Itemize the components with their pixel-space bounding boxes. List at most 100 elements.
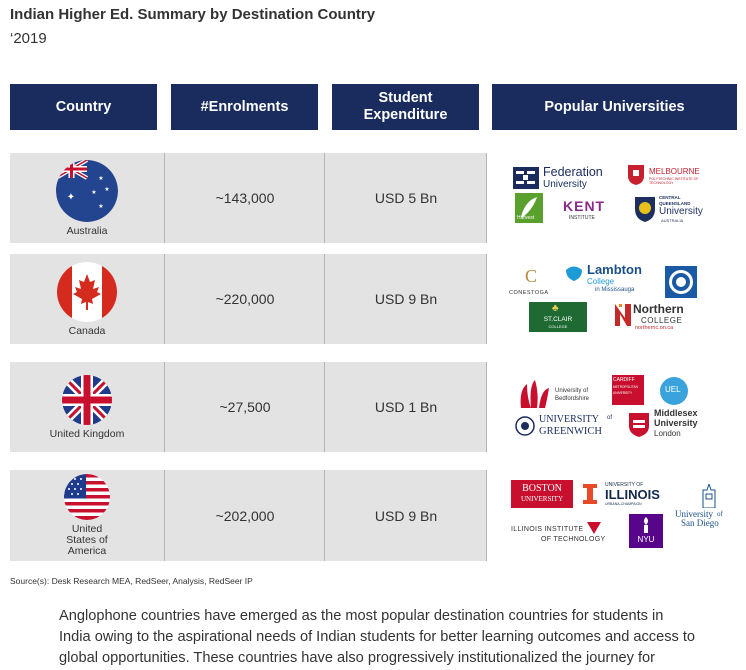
country-name: Canada <box>68 324 106 337</box>
nyu-torch-icon <box>644 517 648 533</box>
country-name: United Kingdom <box>49 427 125 440</box>
lambton-emblem-icon <box>566 266 582 281</box>
header-universities: Popular Universities <box>492 84 737 130</box>
cardiff-metropolitan-logo: CARDIFF METROPOLITAN UNIVERSITY <box>612 375 644 405</box>
iit-flag-icon <box>587 522 601 534</box>
san-diego-of: of <box>717 510 723 518</box>
kent-institute-logo: KENT INSTITUTE <box>563 198 613 222</box>
usa-flag-icon <box>64 474 110 520</box>
table-row-usa: United States of America ~202,000 USD 9 … <box>10 470 738 561</box>
universities-cell: BOSTON UNIVERSITY UNIVERSITY OF ILLINOIS… <box>486 470 738 561</box>
country-cell: Canada <box>10 254 164 344</box>
header-enrolments: #Enrolments <box>171 84 318 130</box>
table-row-australia: ✦ ★ ★ ★ ★ Australia ~143,000 USD 5 Bn Fe… <box>10 153 738 243</box>
greenwich-of: of <box>607 415 613 421</box>
st-clair-name: ST.CLAIR <box>543 316 573 323</box>
melbourne-sub: POLYTECHNIC INSTITUTE OF TECHNOLOGY <box>649 177 699 185</box>
conestoga-logo: C CONESTOGA <box>509 266 555 298</box>
san-diego-tower-icon <box>702 484 716 508</box>
cqu-main: University <box>659 206 703 217</box>
illinois-sub: URBANA-CHAMPAIGN <box>605 502 642 506</box>
harvest-leaf-icon <box>515 193 543 223</box>
cqu-sub: AUSTRALIA <box>661 218 684 223</box>
illinois-institute-of-technology-logo: ILLINOIS INSTITUTE OF TECHNOLOGY <box>511 522 617 548</box>
page-subtitle: ‘2019 <box>10 30 47 47</box>
middlesex-line1: Middlesex <box>654 408 698 418</box>
iit-line1: ILLINOIS INSTITUTE <box>511 526 584 533</box>
country-name: Australia <box>66 224 108 237</box>
lambton-sub: College <box>587 277 615 286</box>
federation-sub: University <box>543 179 587 190</box>
harvest-name: Harvest <box>517 215 535 221</box>
seal-emblem-icon <box>665 266 697 298</box>
middlesex-line2: University <box>654 418 698 428</box>
northern-n-icon <box>615 304 631 326</box>
st-clair-college-logo: ♣ ST.CLAIR COLLEGE <box>529 302 587 332</box>
northern-name: Northern <box>633 302 684 316</box>
australia-flag-icon: ✦ ★ ★ ★ ★ <box>56 159 118 222</box>
cardiff-line2: METROPOLITAN <box>613 385 638 389</box>
greenwich-line1: UNIVERSITY <box>539 414 599 425</box>
university-of-san-diego-logo: University of San Diego <box>675 484 735 532</box>
svg-text:★: ★ <box>98 203 103 210</box>
university-seal-logo <box>665 266 697 298</box>
greenwich-university-logo: UNIVERSITY of GREENWICH <box>515 414 625 440</box>
table-row-united-kingdom: United Kingdom ~27,500 USD 1 Bn Universi… <box>10 362 738 452</box>
bedfordshire-line2: Bedfordshire <box>555 396 590 402</box>
universities-cell: Federation University MELBOURNE POLYTECH… <box>486 153 738 243</box>
federation-emblem-icon <box>513 167 539 189</box>
boston-line2: UNIVERSITY <box>521 495 563 503</box>
country-cell: United Kingdom <box>10 362 164 452</box>
lambton-name: Lambton <box>587 262 642 277</box>
bedfordshire-line1: University of <box>555 388 589 394</box>
illinois-top: UNIVERSITY OF <box>605 482 644 488</box>
cqu-mid: QUEENSLAND <box>659 201 691 206</box>
uel-logo: UEL <box>659 376 689 406</box>
enrolments-value: ~27,500 <box>164 362 325 452</box>
st-clair-leaf-icon: ♣ <box>552 303 559 314</box>
svg-text:★: ★ <box>91 189 96 196</box>
expenditure-value: USD 5 Bn <box>324 153 487 243</box>
boston-line1: BOSTON <box>522 483 562 494</box>
expenditure-value: USD 9 Bn <box>324 254 487 344</box>
canada-flag-icon <box>57 261 117 322</box>
conestoga-name: CONESTOGA <box>509 290 549 296</box>
country-name: United States of America <box>66 523 108 557</box>
greenwich-line2: GREENWICH <box>539 426 602 437</box>
uel-circle-icon <box>660 377 688 405</box>
lambton-location: in Mississauga <box>595 287 635 293</box>
federation-university-logo: Federation University <box>513 165 613 191</box>
melbourne-name: MELBOURNE <box>649 167 700 176</box>
middlesex-university-logo: Middlesex University London <box>628 408 714 442</box>
uk-flag-icon <box>62 374 112 425</box>
northern-college-logo: Northern COLLEGE northernc.on.ca <box>615 302 703 332</box>
university-of-illinois-logo: UNIVERSITY OF ILLINOIS URBANA-CHAMPAIGN <box>583 482 669 508</box>
svg-text:★: ★ <box>98 175 103 182</box>
enrolments-value: ~220,000 <box>164 254 325 344</box>
enrolments-value: ~202,000 <box>164 470 325 561</box>
expenditure-value: USD 9 Bn <box>324 470 487 561</box>
nyu-name: NYU <box>637 535 655 544</box>
northern-sub: COLLEGE <box>641 316 683 325</box>
country-cell: ✦ ★ ★ ★ ★ Australia <box>10 153 164 243</box>
enrolments-value: ~143,000 <box>164 153 325 243</box>
page-title: Indian Higher Ed. Summary by Destination… <box>10 6 376 23</box>
melbourne-crest-icon <box>628 165 644 185</box>
header-expenditure: Student Expenditure <box>332 84 479 130</box>
universities-cell: University of Bedfordshire CARDIFF METRO… <box>486 362 738 452</box>
greenwich-crest-icon <box>515 416 535 436</box>
northern-url: northernc.on.ca <box>635 325 674 331</box>
illinois-i-icon <box>583 484 597 504</box>
table-row-canada: Canada ~220,000 USD 9 Bn C CONESTOGA Lam… <box>10 254 738 344</box>
cqu-emblem-icon <box>635 197 655 222</box>
iit-line2: OF TECHNOLOGY <box>541 536 606 543</box>
kent-sub: INSTITUTE <box>569 215 595 221</box>
harvest-logo: Harvest <box>515 193 543 223</box>
cardiff-line1: CARDIFF <box>613 377 635 383</box>
san-diego-line2: San Diego <box>681 518 719 528</box>
central-queensland-university-logo: CENTRAL QUEENSLAND University AUSTRALIA <box>633 193 723 227</box>
cqu-top: CENTRAL <box>659 195 681 200</box>
expenditure-value: USD 1 Bn <box>324 362 487 452</box>
kent-name: KENT <box>563 198 606 214</box>
melbourne-polytechnic-logo: MELBOURNE POLYTECHNIC INSTITUTE OF TECHN… <box>627 164 717 190</box>
